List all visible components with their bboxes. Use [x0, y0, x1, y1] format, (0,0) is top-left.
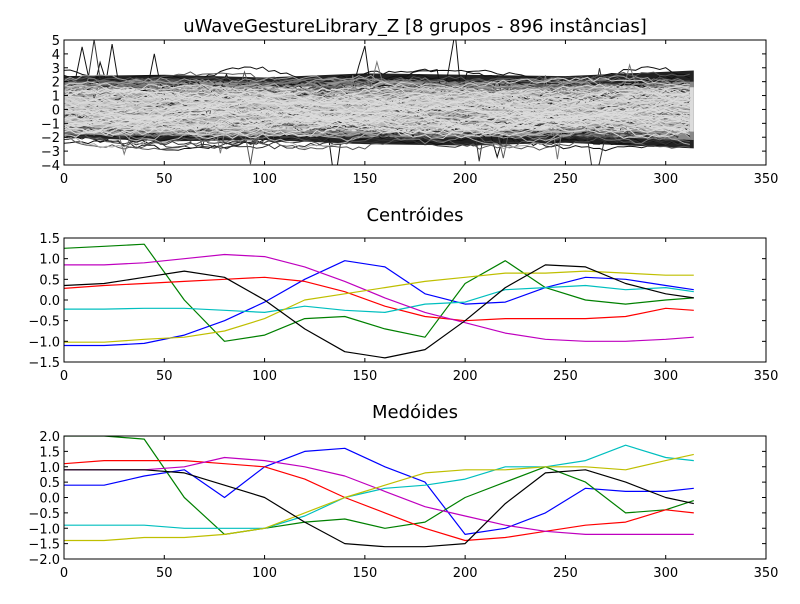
instance-line: [64, 98, 690, 127]
chart-title: uWaveGestureLibrary_Z [8 grupos - 896 in…: [183, 16, 647, 37]
y-tick-label: −0.5: [28, 507, 60, 522]
series-line-0: [64, 447, 694, 536]
series-line-2: [64, 460, 694, 542]
y-tick-label: −3: [41, 145, 60, 160]
y-tick-label: −2.0: [28, 553, 60, 568]
x-tick-label: 300: [653, 172, 678, 187]
y-tick-label: 1: [52, 90, 60, 105]
plot-area: [64, 243, 694, 359]
plot-area: [64, 40, 694, 165]
chart-title: Centróides: [366, 205, 463, 226]
instance-line: [64, 87, 691, 111]
panel-all-series: 0 50 100 150 200 250 300 350−4−3−2−1012345uWave…: [41, 16, 779, 187]
series-line-6: [64, 469, 694, 548]
instance-line: [64, 101, 690, 116]
y-tick-label: 0.5: [39, 476, 60, 491]
x-tick-label: 50: [156, 566, 173, 581]
series-line-3: [64, 444, 694, 529]
x-tick-label: 0: [60, 172, 68, 187]
instance-line: [64, 105, 691, 133]
x-tick-label: 50: [156, 369, 173, 384]
y-tick-label: 1.5: [39, 445, 60, 460]
axes-frame: [63, 435, 767, 560]
y-tick-label: 1.0: [39, 253, 60, 268]
instance-line: [64, 77, 690, 100]
instance-line: [64, 113, 691, 135]
y-tick-label: 1.0: [39, 461, 60, 476]
series-line-0: [64, 260, 694, 347]
x-tick-label: 350: [754, 566, 779, 581]
x-tick-label: 150: [352, 172, 377, 187]
panel-centroids: 0 50 100 150 200 250 300 350 −1.5 −1.0 −0.5 0.0 0.5 1…: [28, 205, 778, 384]
instance-line: [64, 110, 690, 140]
y-tick-label: −1.0: [28, 335, 60, 350]
x-tick-label: 250: [553, 369, 578, 384]
chart-title: Medóides: [372, 402, 458, 423]
y-tick-label: 2: [52, 76, 60, 91]
y-tick-label: −1: [41, 117, 60, 132]
x-tick-label: 0: [60, 566, 68, 581]
instance-line: [64, 81, 690, 111]
series-line-1: [64, 243, 694, 342]
instance-line: [64, 107, 691, 150]
y-tick-label: 2.0: [39, 430, 60, 445]
y-tick-label: −4: [41, 159, 60, 174]
y-tick-label: 0.0: [39, 492, 60, 507]
series-line-4: [64, 456, 694, 536]
y-tick-label: −1.5: [28, 356, 60, 371]
instance-line: [64, 112, 690, 129]
x-tick-label: 200: [453, 566, 478, 581]
instance-line: [64, 89, 690, 113]
instance-line: [64, 83, 690, 110]
y-tick-label: 4: [52, 48, 60, 63]
series-line-2: [64, 276, 694, 322]
y-tick-label: 3: [52, 62, 60, 77]
y-tick-label: 0.5: [39, 273, 60, 288]
instance-line: [64, 88, 690, 117]
y-tick-label: −1.5: [28, 538, 60, 553]
panel-medoids: 0 50 100 150 200 250 300 350 −2.0−1.5−1.0−0.50.0…: [28, 402, 778, 581]
x-tick-label: 50: [156, 172, 173, 187]
series-line-6: [64, 264, 694, 359]
y-tick-label: −2: [41, 131, 60, 146]
x-tick-label: 100: [252, 172, 277, 187]
series-line-5: [64, 453, 694, 542]
x-tick-label: 100: [252, 369, 277, 384]
x-tick-label: 200: [453, 369, 478, 384]
x-tick-label: 100: [252, 566, 277, 581]
axes-frame: [63, 39, 767, 166]
x-tick-label: 300: [653, 369, 678, 384]
instance-line: [64, 118, 690, 135]
x-tick-label: 300: [653, 566, 678, 581]
series-line-5: [64, 270, 694, 343]
series-line-4: [64, 253, 694, 342]
x-tick-label: 0: [60, 369, 68, 384]
y-tick-label: −1.0: [28, 522, 60, 537]
y-tick-label: 0: [52, 103, 60, 118]
y-tick-label: 1.5: [39, 232, 60, 247]
series-line-1: [64, 436, 694, 536]
x-tick-label: 150: [352, 369, 377, 384]
y-tick-label: 0.0: [39, 294, 60, 309]
series-line-3: [64, 284, 694, 313]
instance-line: [64, 114, 690, 165]
instance-line: [64, 92, 690, 107]
x-tick-label: 350: [754, 172, 779, 187]
x-tick-label: 150: [352, 566, 377, 581]
plot-area: [64, 436, 694, 548]
instance-line: [64, 130, 690, 151]
x-tick-label: 250: [553, 172, 578, 187]
x-tick-label: 200: [453, 172, 478, 187]
y-tick-label: −0.5: [28, 315, 60, 330]
y-tick-label: 5: [52, 34, 60, 49]
x-tick-label: 350: [754, 369, 779, 384]
x-tick-label: 250: [553, 566, 578, 581]
